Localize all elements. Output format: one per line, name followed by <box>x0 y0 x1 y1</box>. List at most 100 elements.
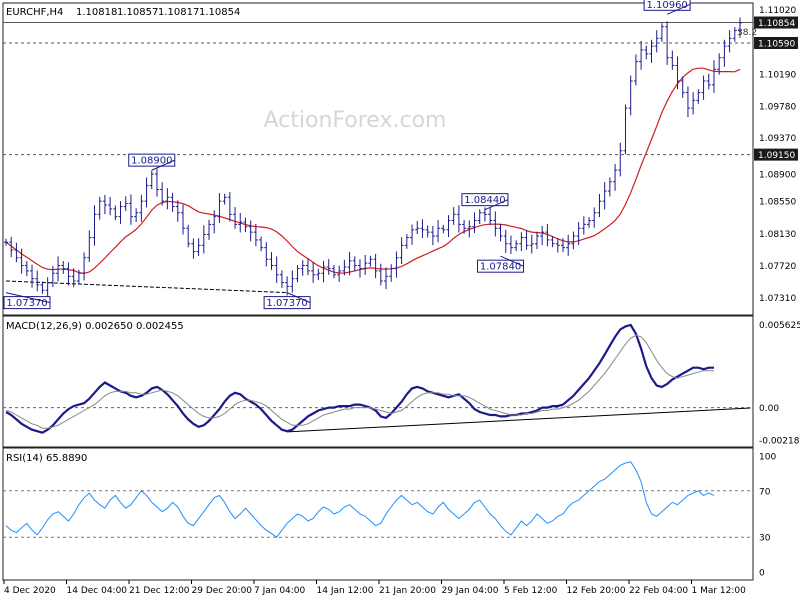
macd-title: MACD(12,26,9) 0.002650 0.002455 <box>6 321 184 332</box>
x-tick-label: 21 Dec 12:00 <box>129 586 190 596</box>
price-bar <box>186 224 191 248</box>
macd-line <box>5 323 714 434</box>
price-bar <box>711 60 716 93</box>
price-bar <box>456 205 461 233</box>
macd-y-tick-label: 0.005625 <box>759 321 800 331</box>
price-bar <box>295 265 300 283</box>
x-tick-label: 14 Jan 12:00 <box>317 586 374 596</box>
price-bar <box>352 256 357 271</box>
price-bar <box>404 234 409 249</box>
price-bar <box>685 86 690 118</box>
x-tick-label: 21 Jan 20:00 <box>379 586 436 596</box>
price-bar <box>597 193 602 218</box>
price-bar <box>321 260 326 283</box>
price-bar <box>248 220 253 242</box>
rsi-panel-frame <box>2 447 754 581</box>
price-bar <box>368 255 373 267</box>
price-bar <box>602 181 607 210</box>
price-bar <box>555 238 560 253</box>
price-annotation: 1.07370 <box>263 292 311 310</box>
macd-y-tick-label: 0.00 <box>759 404 779 414</box>
price-bar <box>290 270 295 293</box>
price-bar <box>102 194 107 215</box>
price-bar <box>285 276 290 296</box>
price-bar <box>66 262 71 286</box>
price-bar <box>14 242 19 263</box>
price-bar <box>259 236 264 252</box>
price-bar <box>623 104 628 155</box>
price-bar <box>201 225 206 254</box>
price-bar <box>342 259 347 276</box>
price-annotation: 1.10960 <box>643 0 691 15</box>
rsi-layer <box>3 461 753 538</box>
price-bar <box>279 270 284 288</box>
price-bar <box>691 92 696 115</box>
price-box: 1.09150 <box>754 148 798 161</box>
price-bar <box>410 224 415 245</box>
price-box: 1.10590 <box>754 36 798 49</box>
x-tick-label: 29 Jan 04:00 <box>442 586 499 596</box>
rsi-y-tick-label: 30 <box>759 534 771 544</box>
price-bar <box>82 252 87 281</box>
price-bar <box>722 39 727 67</box>
price-bar <box>30 264 35 288</box>
price-bar <box>696 89 701 104</box>
svg-text:1.08900: 1.08900 <box>131 156 172 167</box>
price-bar <box>613 163 618 191</box>
price-bar <box>35 270 40 292</box>
x-tick-label: 14 Dec 04:00 <box>67 586 128 596</box>
price-bar <box>561 238 566 253</box>
price-bar <box>732 27 737 42</box>
svg-text:1.07370: 1.07370 <box>266 298 307 309</box>
price-bar <box>618 142 623 177</box>
price-bar <box>24 261 29 277</box>
price-y-tick-label: 1.07310 <box>759 294 796 304</box>
x-tick-label: 1 Mar 12:00 <box>692 586 747 596</box>
price-bar <box>175 200 180 222</box>
price-bar <box>264 242 269 267</box>
price-bar <box>4 238 8 246</box>
price-bar <box>665 21 670 65</box>
header-low: 1.10817 <box>158 7 199 18</box>
price-y-tick-label: 1.10190 <box>759 70 796 80</box>
price-panel-frame <box>2 2 754 316</box>
price-bar <box>144 177 149 208</box>
header-close: 1.10854 <box>199 7 240 18</box>
price-bar <box>154 168 159 197</box>
price-bar <box>139 194 144 222</box>
price-bar <box>71 268 76 288</box>
price-bar <box>488 207 493 225</box>
price-bar <box>644 45 649 60</box>
price-bar <box>514 240 519 252</box>
price-bar <box>639 40 644 70</box>
price-bar <box>508 235 513 254</box>
svg-text:1.10854: 1.10854 <box>758 19 795 29</box>
price-y-tick-label: 1.08900 <box>759 171 796 181</box>
price-bar <box>76 269 81 285</box>
svg-text:1.10960: 1.10960 <box>646 0 687 11</box>
price-y-tick-label: 1.11020 <box>759 6 796 16</box>
price-trendline <box>5 280 288 294</box>
price-bar <box>108 196 113 216</box>
macd-panel-frame <box>2 315 754 448</box>
price-bar <box>113 205 118 221</box>
rsi-title: RSI(14) 65.8890 <box>6 453 87 464</box>
right-edge-label: 38.2 <box>737 28 757 38</box>
price-bar <box>378 263 383 286</box>
price-bar <box>19 248 24 274</box>
price-bar <box>675 56 680 90</box>
price-annotation: 1.08440 <box>461 193 509 211</box>
price-bar <box>430 225 435 246</box>
price-y-tick-label: 1.09780 <box>759 102 796 112</box>
price-bars-layer <box>4 17 742 298</box>
price-bar <box>50 266 55 287</box>
rsi-axis-layer: 100 70 30 0 <box>759 453 776 579</box>
price-bar <box>451 207 456 225</box>
price-bar <box>233 207 238 229</box>
price-bar <box>207 219 212 240</box>
price-bar <box>477 209 482 225</box>
price-bar <box>540 225 545 246</box>
price-bar <box>441 224 446 234</box>
price-bar <box>581 216 586 235</box>
